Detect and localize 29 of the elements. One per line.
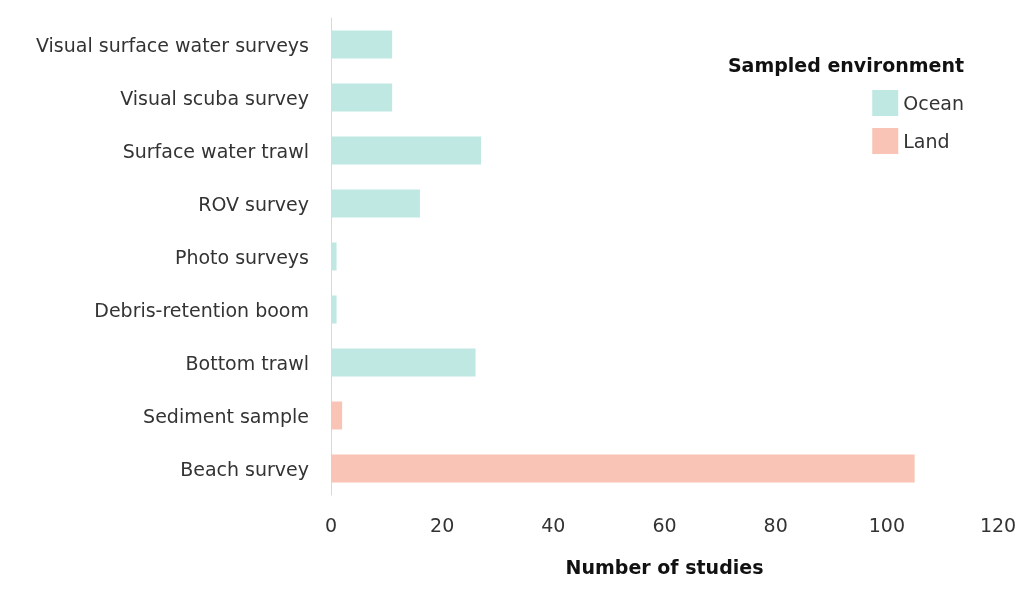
x-tick-label: 40 (541, 513, 566, 536)
x-tick-label: 80 (763, 513, 788, 536)
x-axis-title: Number of studies (565, 555, 764, 578)
y-tick-label: Surface water trawl (122, 139, 309, 162)
y-tick-label: Debris-retention boom (94, 298, 309, 321)
x-tick-label: 120 (979, 513, 1017, 536)
bar (331, 136, 482, 165)
y-tick-label: Bottom trawl (185, 351, 309, 374)
legend-label: Land (903, 130, 950, 152)
y-tick-label: Beach survey (180, 457, 309, 480)
x-tick-label: 20 (430, 513, 455, 536)
bar (331, 83, 393, 112)
x-tick-label: 60 (652, 513, 677, 536)
bar (331, 295, 337, 324)
bar (331, 189, 420, 218)
legend-label: Ocean (903, 92, 965, 114)
y-tick-label: Visual scuba survey (120, 86, 309, 109)
y-tick-label: Visual surface water surveys (35, 33, 309, 56)
y-tick-label: Photo surveys (174, 245, 309, 268)
y-tick-label: Sediment sample (143, 404, 309, 427)
x-tick-label: 100 (868, 513, 905, 536)
bar (331, 401, 343, 430)
bar (331, 242, 337, 271)
bar (331, 348, 476, 377)
bar (331, 30, 393, 59)
y-tick-label: ROV survey (198, 192, 309, 215)
bar (331, 454, 915, 483)
x-tick-label: 0 (324, 513, 338, 536)
legend-title: Sampled environment (727, 53, 965, 76)
